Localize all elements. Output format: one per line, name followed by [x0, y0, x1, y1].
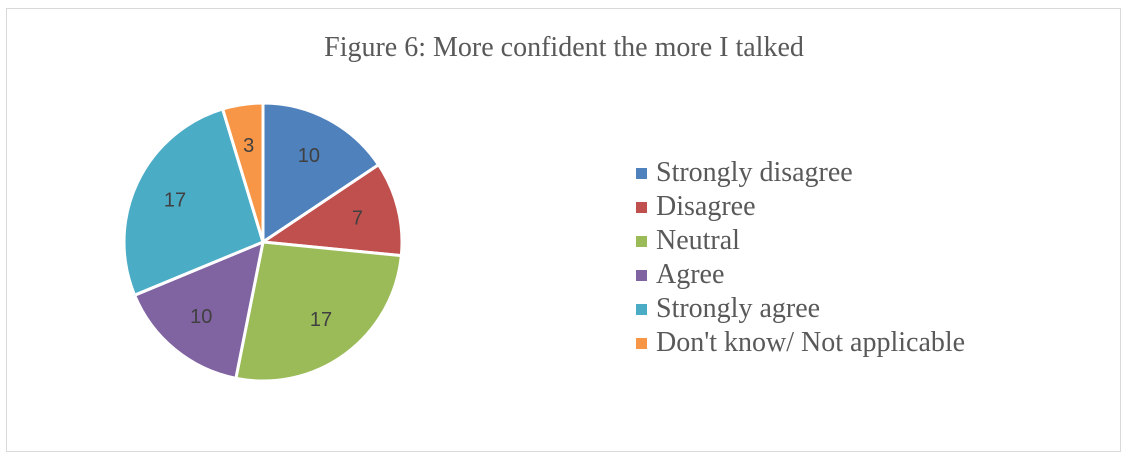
legend-label: Agree	[656, 259, 725, 290]
legend-item-agree: Agree	[636, 258, 965, 292]
chart-title: Figure 6: More confident the more I talk…	[324, 32, 804, 63]
legend-swatch	[636, 303, 647, 315]
pie-slice-strongly-disagree	[261, 101, 381, 244]
data-label-disagree: 7	[352, 207, 363, 229]
legend-item-neutral: Neutral	[636, 224, 965, 258]
legend-label: Strongly agree	[656, 293, 821, 324]
legend-item-disagree: Disagree	[636, 190, 965, 224]
pie-slice-agree	[133, 240, 265, 380]
legend-label: Neutral	[656, 225, 740, 256]
data-label-neutral: 17	[310, 309, 332, 331]
legend-item-strongly-disagree: Strongly disagree	[636, 156, 965, 190]
pie-slice-neutral	[234, 240, 403, 383]
legend-swatch	[636, 167, 647, 179]
pie-slice-don-t-know-not-applicable	[221, 101, 265, 244]
legend-swatch	[636, 269, 647, 281]
legend-item-don-t-know-not-applicable: Don't know/ Not applicable	[636, 326, 965, 360]
legend-swatch	[636, 201, 647, 213]
legend-label: Disagree	[656, 191, 756, 222]
legend-swatch	[636, 337, 647, 349]
data-label-strongly-disagree: 10	[298, 145, 320, 167]
pie-slice-strongly-agree	[122, 107, 265, 297]
legend-item-strongly-agree: Strongly agree	[636, 292, 965, 326]
chart-legend: Strongly disagree Disagree Neutral Agree Str…	[636, 156, 965, 360]
legend-label: Don't know/ Not applicable	[656, 327, 966, 358]
pie-slice-disagree	[261, 163, 404, 258]
data-label-strongly-agree: 17	[164, 189, 186, 211]
legend-swatch	[636, 235, 647, 247]
data-label-agree: 10	[190, 306, 212, 328]
legend-label: Strongly disagree	[656, 157, 853, 188]
data-label-don-t-know-not-applicable: 3	[243, 135, 254, 157]
